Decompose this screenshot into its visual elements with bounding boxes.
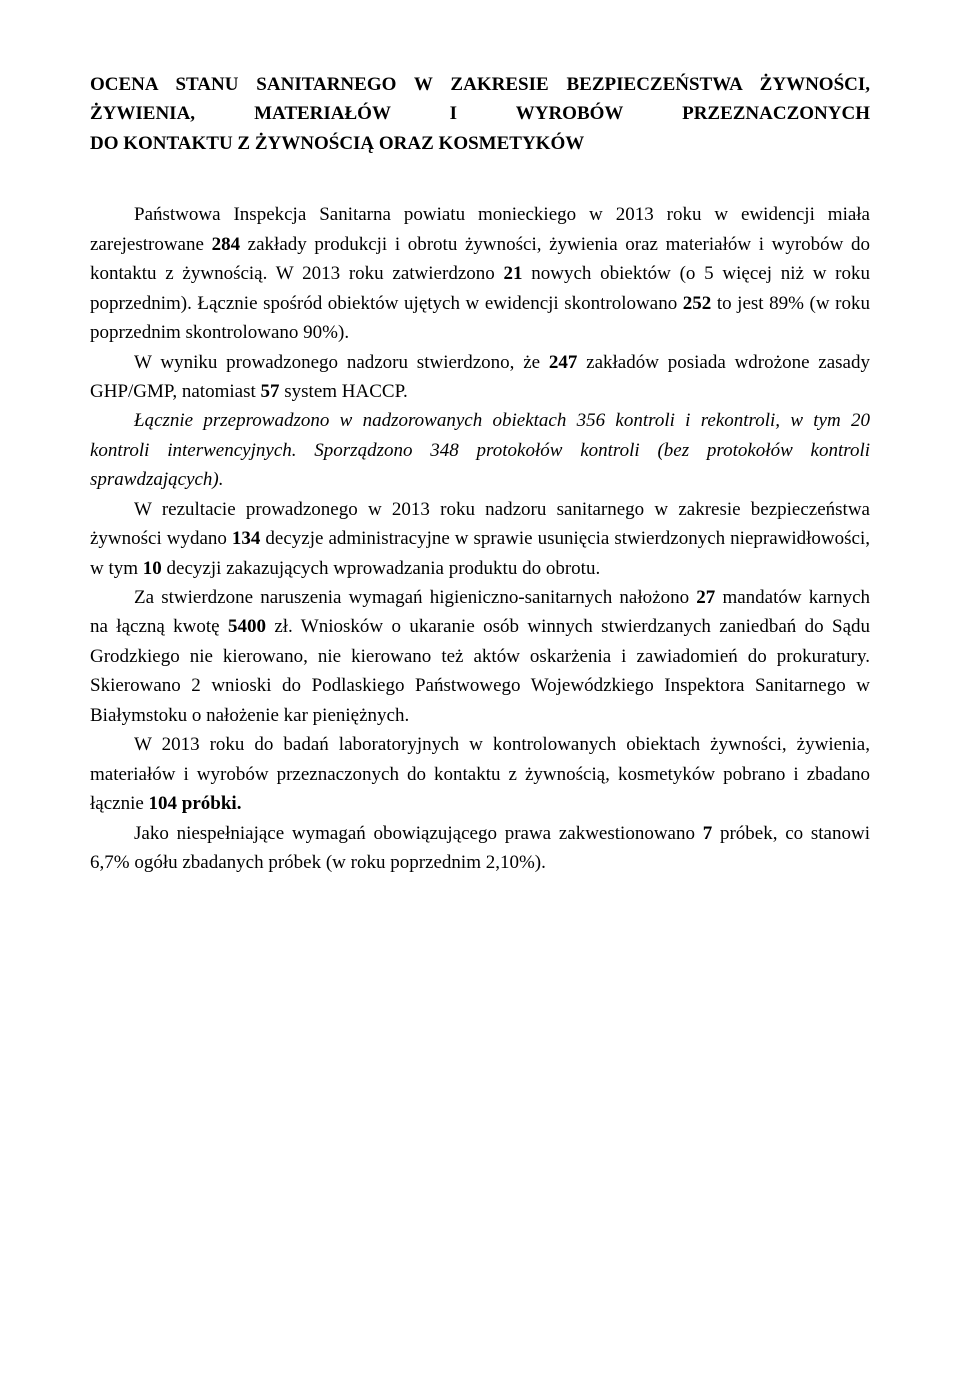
- paragraph-6: W 2013 roku do badań laboratoryjnych w k…: [90, 730, 870, 818]
- p4-text-e: decyzji zakazujących wprowadzania produk…: [162, 558, 600, 579]
- p6-num-104: 104 próbki.: [149, 793, 242, 814]
- document-title-last-line: DO KONTAKTU Z ŻYWNOŚCIĄ ORAZ KOSMETYKÓW: [90, 129, 870, 158]
- p1-num-284: 284: [212, 234, 241, 255]
- p4-num-10: 10: [143, 558, 162, 579]
- p7-num-7: 7: [703, 823, 713, 844]
- p4-num-134: 134: [232, 528, 261, 549]
- p7-text-a: Jako niespełniające wymagań obowiązujące…: [134, 823, 703, 844]
- paragraph-3: Łącznie przeprowadzono w nadzorowanych o…: [90, 406, 870, 494]
- paragraph-5: Za stwierdzone naruszenia wymagań higien…: [90, 583, 870, 730]
- paragraph-2: W wyniku prowadzonego nadzoru stwierdzon…: [90, 348, 870, 407]
- p1-num-21: 21: [504, 263, 523, 284]
- paragraph-7: Jako niespełniające wymagań obowiązujące…: [90, 819, 870, 878]
- document-page: OCENA STANU SANITARNEGO W ZAKRESIE BEZPI…: [0, 0, 960, 1373]
- p1-num-252: 252: [683, 293, 712, 314]
- p5-num-27: 27: [696, 587, 715, 608]
- p5-text-a: Za stwierdzone naruszenia wymagań higien…: [134, 587, 696, 608]
- p2-text-e: system HACCP.: [280, 381, 408, 402]
- title-line-3: DO KONTAKTU Z ŻYWNOŚCIĄ ORAZ KOSMETYKÓW: [90, 133, 584, 154]
- p2-num-57: 57: [261, 381, 280, 402]
- paragraph-4: W rezultacie prowadzonego w 2013 roku na…: [90, 495, 870, 583]
- p3-italic-text: Łącznie przeprowadzono w nadzorowanych o…: [90, 410, 870, 490]
- p2-text-a: W wyniku prowadzonego nadzoru stwierdzon…: [134, 352, 549, 373]
- document-title: OCENA STANU SANITARNEGO W ZAKRESIE BEZPI…: [90, 70, 870, 129]
- p5-num-5400: 5400: [228, 616, 266, 637]
- p2-num-247: 247: [549, 352, 578, 373]
- title-line-1: OCENA STANU SANITARNEGO W ZAKRESIE BEZPI…: [90, 74, 742, 95]
- paragraph-1: Państwowa Inspekcja Sanitarna powiatu mo…: [90, 200, 870, 347]
